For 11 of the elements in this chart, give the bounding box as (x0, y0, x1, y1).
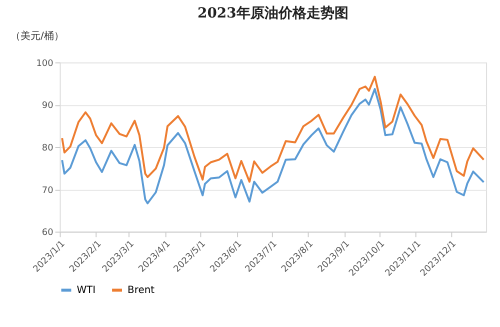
y-axis-title: （美元/桶） (10, 30, 64, 42)
line-series (61, 88, 485, 204)
legend-label: WTI (76, 285, 96, 296)
y-tick-label: 70 (42, 186, 54, 196)
y-tick-label: 90 (42, 101, 54, 112)
y-tick-label: 60 (42, 228, 54, 238)
y-tick-label: 80 (42, 143, 54, 154)
y-tick-label: 100 (36, 58, 54, 69)
chart-title: 2023年原油价格走势图 (198, 6, 348, 22)
line-series (61, 76, 485, 183)
legend-label: Brent (127, 285, 155, 296)
